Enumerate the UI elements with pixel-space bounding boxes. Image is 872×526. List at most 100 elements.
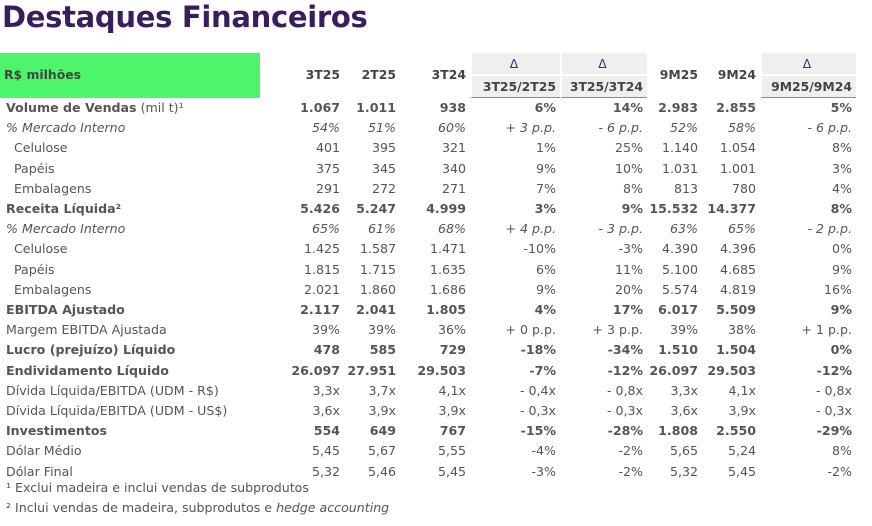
cell-value: 1% xyxy=(536,140,556,156)
cell-value: -12% xyxy=(607,362,643,378)
cell-value: 375 xyxy=(315,160,340,176)
cell-value: 20% xyxy=(615,281,643,297)
table-row: Investimentos 554 649 767 -15% -28% 1.808 2.550… xyxy=(0,421,856,441)
cell-value: 17% xyxy=(612,302,643,318)
cell-value: - 2 p.p. xyxy=(807,221,852,237)
cell-value: 8% xyxy=(832,140,852,156)
cell-value: 52% xyxy=(670,120,698,136)
row-label: Embalagens xyxy=(0,280,260,300)
cell-value: 3,6x xyxy=(312,403,340,419)
row-label-text: Embalagens xyxy=(14,180,92,196)
cell-value: 63% xyxy=(670,221,698,237)
cell-value: 25% xyxy=(615,140,643,156)
cell-value: 5,65 xyxy=(669,443,698,459)
cell-value: -3% xyxy=(531,463,556,479)
cell-value: 3% xyxy=(832,160,852,176)
cell-value: 1.140 xyxy=(661,140,698,156)
cell-value: 938 xyxy=(439,100,466,115)
cell-value: 36% xyxy=(438,322,466,338)
cell-value: 11% xyxy=(615,261,643,277)
cell-value: 5.509 xyxy=(716,302,756,318)
row-label-text: Papéis xyxy=(14,261,55,277)
row-label-text: Receita Líquida² xyxy=(6,201,122,217)
table-row: Dívida Líquida/EBITDA (UDM - R$) 3,3x 3,7x… xyxy=(0,381,856,401)
col-header: 9M24 xyxy=(717,67,756,83)
footnote-1: ¹ Exclui madeira e inclui vendas de subp… xyxy=(6,480,309,495)
cell-value: 2.550 xyxy=(716,423,756,439)
cell-value: 554 xyxy=(313,423,340,439)
cell-value: 1.587 xyxy=(359,241,396,257)
col-header: 3T25 xyxy=(305,67,340,83)
row-label: Volume de Vendas (mil t)¹ xyxy=(0,98,260,118)
delta-header: Δ xyxy=(760,53,856,74)
cell-value: 1.067 xyxy=(300,100,340,115)
cell-value: 5,45 xyxy=(311,443,340,459)
col-header: 2T25 xyxy=(361,67,396,83)
cell-value: 65% xyxy=(728,221,756,237)
cell-value: 4.685 xyxy=(719,261,756,277)
cell-value: + 3 p.p. xyxy=(505,120,556,136)
cell-value: 1.860 xyxy=(359,281,396,297)
cell-value: 14% xyxy=(612,100,643,115)
cell-value: -18% xyxy=(520,342,556,358)
cell-value: -28% xyxy=(607,423,643,439)
row-label-text: Dívida Líquida/EBITDA (UDM - R$) xyxy=(6,382,219,398)
cell-value: 1.425 xyxy=(303,241,340,257)
delta-header: Δ xyxy=(560,53,647,74)
cell-value: 585 xyxy=(369,342,396,358)
col-header: 3T25/2T25 xyxy=(470,74,560,98)
row-label: % Mercado Interno xyxy=(0,118,260,138)
cell-value: 8% xyxy=(832,443,852,459)
row-label: Dívida Líquida/EBITDA (UDM - US$) xyxy=(0,401,260,421)
cell-value: 27.951 xyxy=(347,362,396,378)
cell-value: 4.396 xyxy=(719,241,756,257)
cell-value: 5,67 xyxy=(367,443,396,459)
cell-value: 1.471 xyxy=(429,241,466,257)
row-label-text: Lucro (prejuízo) Líquido xyxy=(6,342,176,358)
row-label-text: Dólar Final xyxy=(6,463,73,479)
cell-value: 345 xyxy=(371,160,396,176)
table-row: % Mercado Interno 54% 51% 60% + 3 p.p. - 6 p.… xyxy=(0,118,856,138)
cell-value: 813 xyxy=(673,180,698,196)
cell-value: 1.808 xyxy=(658,423,698,439)
row-label-unit: (mil t)¹ xyxy=(136,100,184,115)
row-label: Dólar Médio xyxy=(0,441,260,461)
table-row: Lucro (prejuízo) Líquido 478 585 729 -18% -34… xyxy=(0,340,856,360)
cell-value: 39% xyxy=(368,322,396,338)
cell-value: + 3 p.p. xyxy=(592,322,643,338)
row-label: Investimentos xyxy=(0,421,260,441)
row-label-text: EBITDA Ajustado xyxy=(6,302,125,318)
cell-value: 3,6x xyxy=(670,403,698,419)
cell-value: -29% xyxy=(816,423,852,439)
row-label-text: Embalagens xyxy=(14,281,92,297)
cell-value: 4,1x xyxy=(728,382,756,398)
cell-value: 2.041 xyxy=(356,302,396,318)
cell-value: 6.017 xyxy=(658,302,698,318)
row-label-text: Investimentos xyxy=(6,423,108,439)
cell-value: 321 xyxy=(441,140,466,156)
cell-value: 1.715 xyxy=(359,261,396,277)
table-row: Dólar Final 5,32 5,46 5,45 -3% -2% 5,32 5,45 -2% xyxy=(0,462,856,482)
table-row: Papéis 375 345 340 9% 10% 1.031 1.001 3% xyxy=(0,159,856,179)
table-row: Papéis 1.815 1.715 1.635 6% 11% 5.100 4.685 9% xyxy=(0,260,856,280)
cell-value: 478 xyxy=(313,342,340,358)
cell-value: 5,32 xyxy=(669,463,698,479)
cell-value: 780 xyxy=(731,180,756,196)
cell-value: 0% xyxy=(830,342,852,358)
cell-value: 1.815 xyxy=(303,261,340,277)
row-label-text: Dólar Médio xyxy=(6,443,82,459)
table-row: Volume de Vendas (mil t)¹ 1.067 1.011 938 6%… xyxy=(0,98,856,118)
row-label: % Mercado Interno xyxy=(0,219,260,239)
cell-value: -4% xyxy=(531,443,556,459)
cell-value: 0% xyxy=(832,241,852,257)
footnote-2: ² Inclui vendas de madeira, subprodutos … xyxy=(6,500,389,515)
cell-value: 8% xyxy=(830,201,852,217)
cell-value: 1.805 xyxy=(426,302,466,318)
cell-value: 60% xyxy=(438,120,466,136)
cell-value: 26.097 xyxy=(649,362,698,378)
cell-value: 6% xyxy=(536,261,556,277)
cell-value: 6% xyxy=(534,100,556,115)
row-label-text: Endividamento Líquido xyxy=(6,362,169,378)
cell-value: 2.021 xyxy=(303,281,340,297)
cell-value: 1.510 xyxy=(658,342,698,358)
